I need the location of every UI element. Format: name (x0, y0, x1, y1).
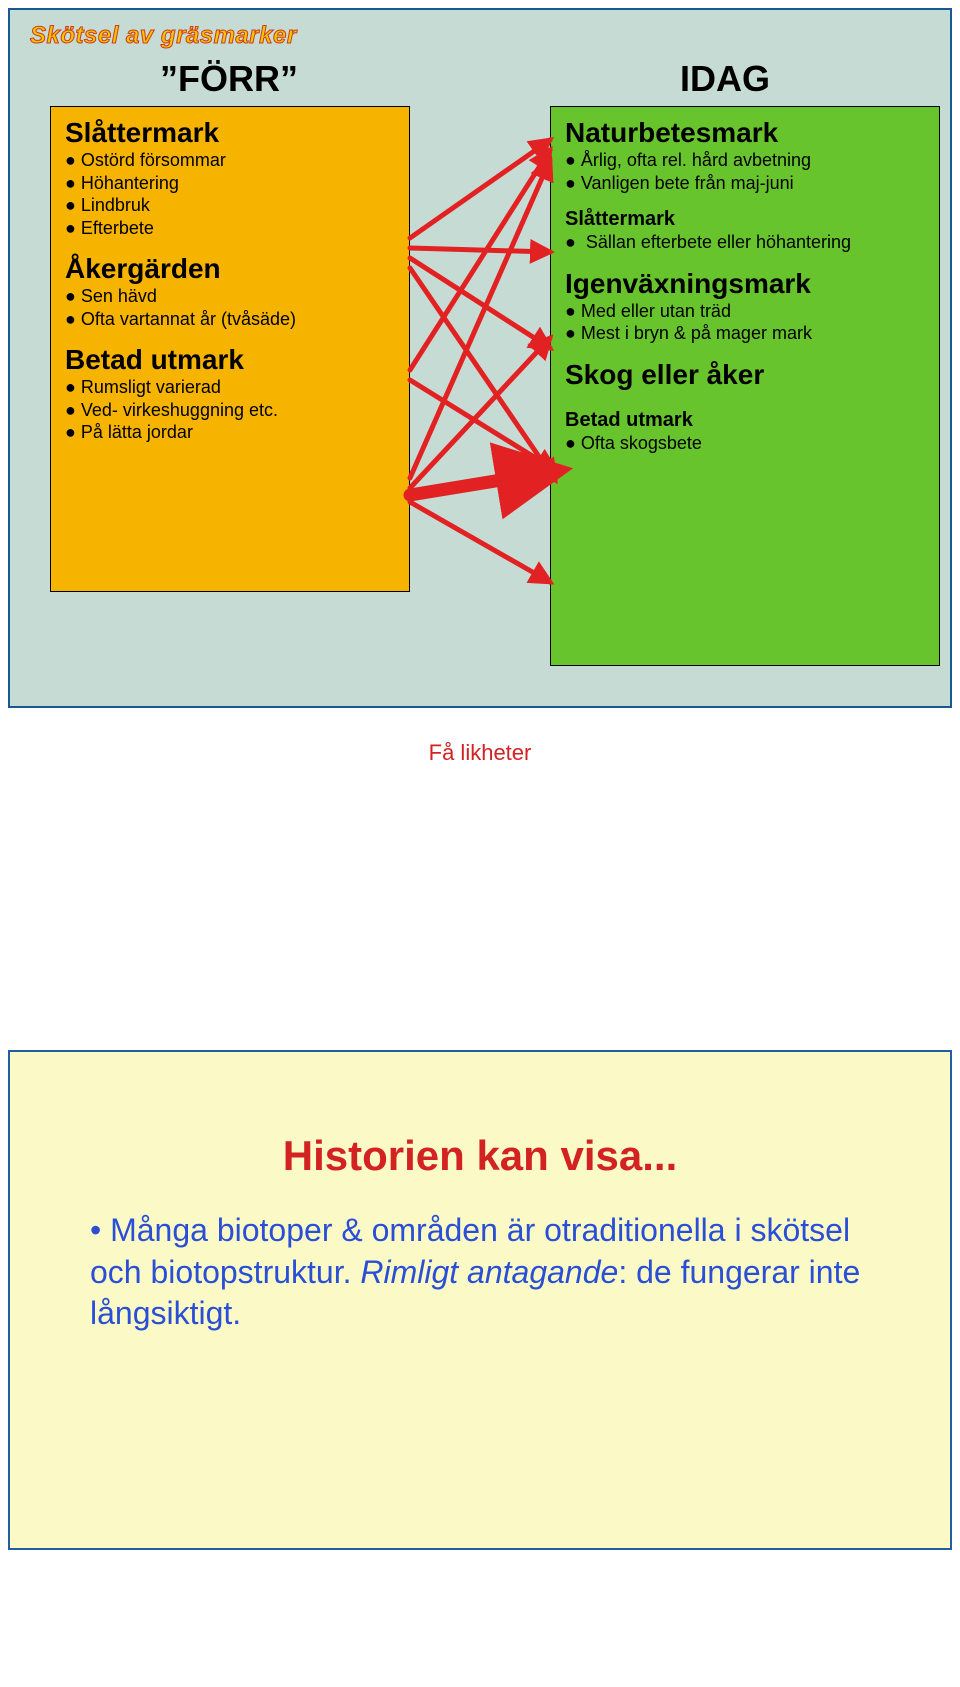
history-body: Många biotoper & områden är otraditionel… (90, 1210, 870, 1335)
bullet-item: Ved- virkeshuggning etc. (65, 399, 395, 422)
bullet-list: Rumsligt varieradVed- virkeshuggning etc… (65, 376, 395, 444)
arrow (410, 160, 550, 478)
bullet-item: Sen hävd (65, 285, 395, 308)
arrow (410, 248, 550, 252)
arrow (410, 502, 550, 582)
bullet-item: Vanligen bete från maj-juni (565, 172, 925, 195)
bullet-item: Lindbruk (65, 194, 395, 217)
bullet-list: Ofta skogsbete (565, 432, 925, 455)
few-similarities-label: Få likheter (429, 740, 532, 766)
arrow (410, 150, 550, 370)
arrow (410, 380, 555, 470)
bullet-item: Rumsligt varierad (65, 376, 395, 399)
bullet-list: Med eller utan trädMest i bryn & på mage… (565, 300, 925, 345)
bullet-item: På lätta jordar (65, 421, 395, 444)
arrow (410, 140, 550, 238)
arrow (410, 338, 550, 488)
idag-box: NaturbetesmarkÅrlig, ofta rel. hård avbe… (550, 106, 940, 666)
history-title: Historien kan visa... (90, 1132, 870, 1180)
page-root: Skötsel av gräsmarker ”FÖRR” IDAG Slåtte… (0, 0, 960, 1687)
bullet-list: Sen hävdOfta vartannat år (tvåsäde) (65, 285, 395, 330)
foerr-box: SlåttermarkOstörd försommarHöhanteringLi… (50, 106, 410, 592)
bullet-item: Ofta skogsbete (565, 432, 925, 455)
section-heading: Skog eller åker (565, 359, 925, 391)
arrow (410, 258, 550, 348)
history-text-italic: Rimligt antagande (360, 1254, 618, 1290)
bullet-list: Årlig, ofta rel. hård avbetningVanligen … (565, 149, 925, 194)
title-idag: IDAG (680, 58, 770, 100)
bullet-item: Årlig, ofta rel. hård avbetning (565, 149, 925, 172)
section-heading: Betad utmark (65, 344, 395, 376)
bullet-list: Ostörd försommarHöhanteringLindbrukEfter… (65, 149, 395, 239)
section-heading: Naturbetesmark (565, 117, 925, 149)
bullet-item: Ofta vartannat år (tvåsäde) (65, 308, 395, 331)
section-heading: Igenväxningsmark (565, 268, 925, 300)
bullet-list: Sällan efterbete eller höhantering (565, 231, 925, 254)
bullet-item: Efterbete (65, 217, 395, 240)
section-heading: Betad utmark (565, 409, 925, 432)
bullet-item: Sällan efterbete eller höhantering (565, 231, 925, 254)
section-heading: Slåttermark (565, 208, 925, 231)
title-foerr: ”FÖRR” (160, 58, 298, 100)
arrow (410, 268, 555, 480)
history-panel: Historien kan visa... Många biotoper & o… (8, 1050, 952, 1550)
bullet-item: Ostörd försommar (65, 149, 395, 172)
bullet-item: Höhantering (65, 172, 395, 195)
banner-text: Skötsel av gräsmarker (30, 22, 297, 50)
diagram-panel: Skötsel av gräsmarker ”FÖRR” IDAG Slåtte… (8, 8, 952, 708)
section-heading: Åkergärden (65, 253, 395, 285)
bullet-item: Med eller utan träd (565, 300, 925, 323)
bullet-item: Mest i bryn & på mager mark (565, 322, 925, 345)
arrow (410, 472, 550, 495)
section-heading: Slåttermark (65, 117, 395, 149)
